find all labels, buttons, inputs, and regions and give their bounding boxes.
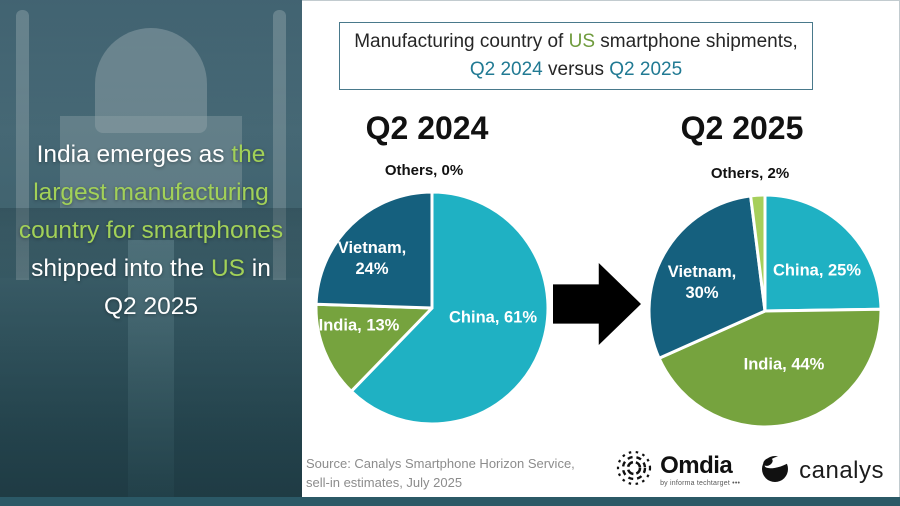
headline-segment: in Q2 2025 <box>104 255 271 320</box>
reflecting-pool <box>128 240 174 506</box>
pie-slice-china <box>349 190 550 426</box>
pie-2025-others-label: Others, 2% <box>710 165 790 182</box>
pie-slice-vietnam <box>647 194 767 360</box>
photo-overlay <box>0 0 302 506</box>
taj-mahal-minaret-right <box>273 10 286 280</box>
source-line1: Source: Canalys Smartphone Horizon Servi… <box>306 456 575 471</box>
pie-chart-2024: Vietnam, 24% India, 13% China, 61% <box>312 188 552 428</box>
pie-2025-vietnam-label: Vietnam, 30% <box>667 263 737 302</box>
title-us-highlight: US <box>568 31 596 52</box>
headline-segment-highlight: US <box>210 255 245 282</box>
bottom-accent-bar <box>0 497 900 506</box>
pie-slice-vietnam <box>314 190 434 310</box>
taj-mahal-dome <box>95 28 207 133</box>
headline-segment-highlight: the largest manufacturing country for sm… <box>18 141 284 244</box>
omdia-logo-icon <box>614 448 654 493</box>
taj-mahal-minaret-left <box>16 10 29 280</box>
omdia-wordmark: Omdia by informa techtarget ••• <box>660 452 741 488</box>
headline-segment: shipped into the <box>31 255 211 282</box>
source-note: Source: Canalys Smartphone Horizon Servi… <box>306 454 575 492</box>
pie-2024-others-label: Others, 0% <box>384 162 464 179</box>
title-text: smartphone shipments, <box>595 31 798 52</box>
chart-title-box: Manufacturing country of US smartphone s… <box>339 22 813 90</box>
pie-2024-vietnam-label: Vietnam, 24% <box>337 239 407 278</box>
pie-2025-india-label: India, 44% <box>743 355 825 374</box>
omdia-tagline: by informa techtarget ••• <box>660 480 741 487</box>
pie-2025-china-label: China, 25% <box>772 261 862 280</box>
pie-slice-china <box>763 193 883 313</box>
headline-text: India emerges as the largest manufacturi… <box>0 136 302 326</box>
title-text: Manufacturing country of <box>354 31 569 52</box>
omdia-logo: Omdia by informa techtarget ••• <box>614 448 740 493</box>
tree-silhouettes <box>0 208 302 278</box>
taj-mahal-building <box>60 116 242 208</box>
pie-2024-china-label: China, 61% <box>448 308 538 327</box>
title-q2-2024: Q2 2024 <box>469 59 543 80</box>
source-line2: sell-in estimates, July 2025 <box>306 475 463 490</box>
omdia-name: Omdia <box>660 452 733 479</box>
pie-slice-india <box>657 307 883 429</box>
canalys-logo-icon <box>758 451 794 490</box>
canalys-name: canalys <box>799 456 884 484</box>
pie-2024-india-label: India, 13% <box>318 316 400 335</box>
pie-2024-title: Q2 2024 <box>365 110 489 146</box>
pie-2025-title: Q2 2025 <box>680 110 804 146</box>
left-photo-panel: India emerges as the largest manufacturi… <box>0 0 302 506</box>
pie-chart-2025: Vietnam, 30% China, 25% India, 44% <box>645 191 885 431</box>
title-q2-2025: Q2 2025 <box>609 59 683 80</box>
chart-title-line1: Manufacturing country of US smartphone s… <box>340 28 812 56</box>
chart-title-line2: Q2 2024 versus Q2 2025 <box>340 56 812 84</box>
canalys-logo: canalys <box>758 451 884 490</box>
right-arrow-icon <box>553 263 641 345</box>
headline-segment: India emerges as <box>36 141 232 168</box>
pie-slice-others <box>749 193 767 313</box>
pie-slice-india <box>314 302 434 393</box>
title-versus: versus <box>542 59 610 80</box>
logo-row: Omdia by informa techtarget ••• canalys <box>614 448 884 493</box>
